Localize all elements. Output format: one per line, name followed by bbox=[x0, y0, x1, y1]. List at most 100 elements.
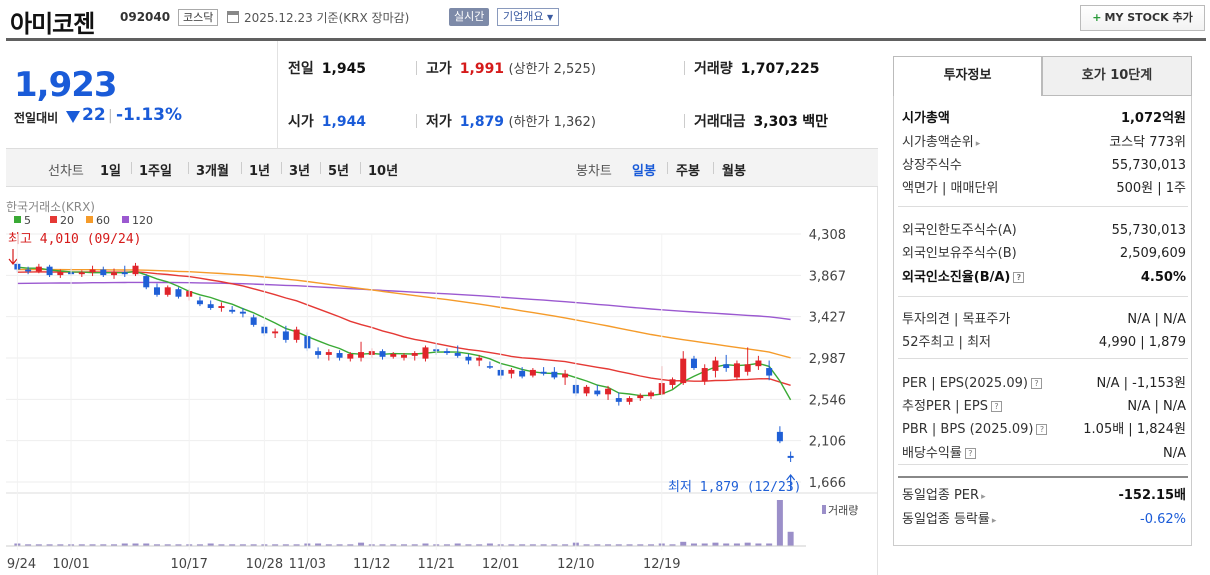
candle bbox=[153, 283, 160, 297]
volume-bar bbox=[766, 543, 773, 546]
candle bbox=[379, 349, 386, 360]
low-price-value: 1,879 bbox=[459, 114, 505, 130]
info-row-label: 투자의견 | 목표주가 bbox=[902, 309, 1010, 331]
change-value: 22 bbox=[82, 105, 106, 125]
info-row-value: 500원 | 1주 bbox=[1116, 181, 1186, 196]
candle-body bbox=[669, 379, 676, 385]
info-row: 추정PER | EPS? N/A | N/A bbox=[902, 396, 1186, 418]
info-row-value: 2,509,609 bbox=[1119, 246, 1186, 261]
candle-body bbox=[626, 398, 633, 402]
candle bbox=[712, 356, 719, 378]
info-row-label[interactable]: 동일업종 PER ▸ bbox=[902, 485, 986, 508]
info-row-label-text: PER | EPS(2025.09) bbox=[902, 376, 1028, 391]
info-row-label-text: 외국인한도주식수(A) bbox=[902, 223, 1017, 238]
volume-bar bbox=[325, 544, 332, 546]
candle-body bbox=[733, 363, 740, 378]
candle-body bbox=[755, 360, 762, 367]
volume-bar bbox=[411, 544, 418, 546]
info-row-value: 55,730,013 bbox=[1111, 223, 1186, 238]
tab-investment-info[interactable]: 투자정보 bbox=[893, 56, 1042, 96]
chart-source: 한국거래소(KRX) bbox=[6, 200, 95, 214]
candle-body bbox=[78, 272, 85, 275]
info-row-label: 52주최고 | 최저 bbox=[902, 332, 991, 354]
period-divider bbox=[320, 162, 321, 174]
candle bbox=[229, 306, 236, 314]
side-tabs: 투자정보 호가 10단계 bbox=[893, 56, 1192, 96]
legend-swatch bbox=[122, 216, 129, 223]
info-row-label[interactable]: 시가총액순위 ▸ bbox=[902, 132, 980, 155]
candle-body bbox=[690, 358, 697, 369]
change-label: 전일대비 bbox=[14, 111, 59, 125]
candle bbox=[562, 369, 569, 385]
candle-body bbox=[153, 287, 160, 295]
period-item-0[interactable]: 1일 bbox=[100, 164, 122, 179]
moving-average-line bbox=[17, 281, 791, 321]
add-mystock-button[interactable]: + MY STOCK 추가 bbox=[1080, 5, 1205, 31]
info-row-label: 시가총액 bbox=[902, 108, 950, 130]
legend-label: 60 bbox=[96, 214, 110, 227]
info-divider bbox=[684, 61, 685, 75]
candle bbox=[755, 355, 762, 370]
candle-item-2[interactable]: 월봉 bbox=[722, 164, 746, 179]
section-divider bbox=[898, 464, 1188, 465]
help-icon[interactable]: ? bbox=[1013, 272, 1025, 283]
help-icon[interactable]: ? bbox=[1030, 378, 1042, 389]
candle-body bbox=[100, 269, 107, 276]
candle-item-1[interactable]: 주봉 bbox=[676, 164, 700, 179]
info-row-value: 코스닥 773위 bbox=[1109, 135, 1186, 150]
low-price: 저가 1,879 (하한가 1,362) bbox=[426, 111, 596, 131]
help-icon[interactable]: ? bbox=[1036, 424, 1048, 435]
info-row-label-text: 액면가 | 매매단위 bbox=[902, 181, 999, 196]
help-icon[interactable]: ? bbox=[964, 448, 976, 459]
volume-bar bbox=[379, 544, 386, 546]
candle-body bbox=[529, 369, 536, 376]
x-tick-label: 09/24 bbox=[6, 557, 36, 572]
candle-body bbox=[712, 360, 719, 371]
company-info-label: 기업개요 bbox=[503, 10, 544, 23]
open-price-value: 1,944 bbox=[321, 114, 367, 130]
change-separator: | bbox=[108, 108, 113, 124]
candle bbox=[508, 368, 515, 379]
candle-body bbox=[605, 388, 612, 395]
candle-body bbox=[111, 272, 118, 276]
period-divider bbox=[281, 162, 282, 174]
period-item-4[interactable]: 3년 bbox=[289, 164, 311, 179]
candle-item-0[interactable]: 일봉 bbox=[632, 164, 656, 179]
candle bbox=[443, 348, 450, 355]
volume-bar bbox=[57, 544, 64, 546]
info-row: 외국인보유주식수(B) 2,509,609 bbox=[902, 243, 1186, 265]
volume-bar bbox=[207, 543, 214, 546]
period-item-2[interactable]: 3개월 bbox=[196, 164, 229, 179]
candle-body bbox=[379, 351, 386, 357]
candle bbox=[89, 265, 96, 277]
info-row-label[interactable]: 동일업종 등락률 ▸ bbox=[902, 509, 996, 532]
info-row-value: -152.15배 bbox=[1118, 488, 1186, 503]
candle bbox=[626, 396, 633, 405]
tab-orderbook[interactable]: 호가 10단계 bbox=[1042, 56, 1192, 96]
prev-close: 전일 1,945 bbox=[288, 58, 366, 78]
info-row-value: 1.05배 | 1,824원 bbox=[1083, 422, 1186, 437]
period-divider bbox=[131, 162, 132, 174]
period-item-1[interactable]: 1주일 bbox=[139, 164, 172, 179]
price-chart[interactable]: 4,308 3,867 3,427 2,987 2,546 2,106 1,666 한국거래소… bbox=[6, 187, 878, 575]
candle bbox=[57, 269, 64, 278]
volume-bar bbox=[690, 543, 697, 546]
period-item-3[interactable]: 1년 bbox=[249, 164, 271, 179]
candle-body bbox=[701, 368, 708, 382]
period-item-6[interactable]: 10년 bbox=[368, 164, 399, 179]
realtime-button[interactable]: 실시간 bbox=[449, 8, 490, 26]
info-row-label-text: 동일업종 등락률 bbox=[902, 512, 990, 527]
candle bbox=[776, 426, 783, 444]
stock-title: 아미코젠 bbox=[10, 10, 95, 38]
candle-body bbox=[454, 353, 461, 356]
period-item-5[interactable]: 5년 bbox=[328, 164, 350, 179]
help-icon[interactable]: ? bbox=[990, 401, 1002, 412]
info-row-value: 4,990 | 1,879 bbox=[1098, 335, 1186, 350]
candle-body bbox=[358, 352, 365, 358]
volume-bar bbox=[347, 544, 354, 546]
price-info-grid: 전일 1,945 고가 1,991 (상한가 2,525) 거래량 1,707,225… bbox=[278, 41, 878, 149]
candlestick-chart[interactable]: 4,308 3,867 3,427 2,987 2,546 2,106 1,666 한국거래소… bbox=[6, 187, 878, 575]
company-info-dropdown[interactable]: 기업개요 ▼ bbox=[497, 8, 560, 26]
info-row-label: PBR | BPS (2025.09)? bbox=[902, 419, 1048, 441]
volume-bar bbox=[443, 544, 450, 546]
